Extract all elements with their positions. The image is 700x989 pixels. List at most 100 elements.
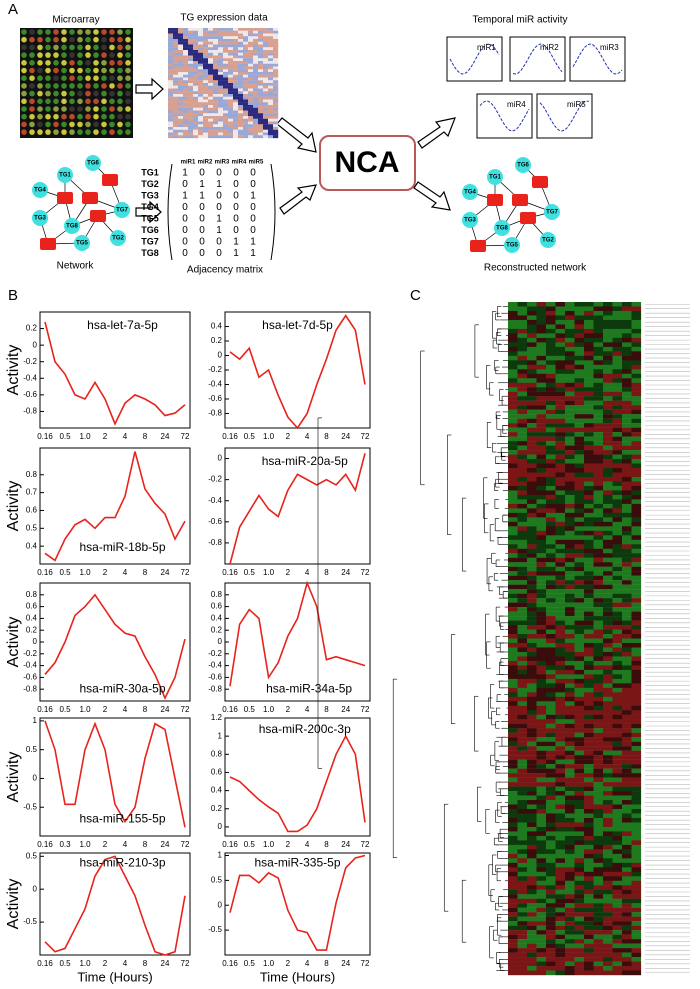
spot: [125, 99, 131, 105]
c-heat-cell: [575, 697, 585, 702]
c-heat-cell: [613, 504, 623, 509]
spot: [29, 83, 35, 89]
c-heat-cell: [565, 432, 575, 437]
c-heat-cell: [594, 697, 604, 702]
c-heat-cell: [537, 612, 547, 617]
c-heat-cell: [508, 957, 518, 962]
heat-cell: [178, 58, 183, 61]
spot: [29, 106, 35, 112]
heat-cell: [238, 119, 243, 122]
heat-cell: [273, 113, 278, 116]
heat-cell: [218, 69, 223, 72]
heat-cell: [198, 34, 203, 37]
c-heat-cell: [622, 818, 632, 823]
c-heat-cell: [546, 769, 556, 774]
c-heat-cell: [546, 365, 556, 370]
heat-cell: [258, 47, 263, 50]
c-heat-cell: [575, 715, 585, 720]
c-heat-cell: [508, 517, 518, 522]
c-heat-cell: [575, 639, 585, 644]
heat-cell: [218, 122, 223, 125]
c-heat-cell: [518, 647, 528, 652]
c-heat-cell: [632, 387, 642, 392]
heat-cell: [238, 130, 243, 133]
spot: [93, 114, 99, 120]
x-tick-label: 1.0: [79, 840, 91, 849]
c-heat-cell: [556, 342, 566, 347]
c-heat-cell: [527, 365, 537, 370]
x-tick-label: 1.0: [79, 959, 91, 968]
heat-cell: [238, 42, 243, 45]
c-heat-cell: [613, 679, 623, 684]
heat-cell: [193, 100, 198, 103]
heat-cell: [193, 69, 198, 72]
heat-cell: [233, 133, 238, 136]
c-heat-cell: [565, 360, 575, 365]
c-heat-cell: [622, 486, 632, 491]
c-heat-cell: [508, 486, 518, 491]
c-heat-cell: [603, 369, 613, 374]
c-heat-cell: [632, 499, 642, 504]
heat-cell: [178, 94, 183, 97]
c-heat-cell: [622, 616, 632, 621]
c-heat-cell: [603, 971, 613, 976]
heat-cell: [228, 67, 233, 70]
heat-cell: [248, 78, 253, 81]
heat-cell: [208, 50, 213, 53]
heat-cell: [213, 133, 218, 136]
c-heat-cell: [537, 320, 547, 325]
heat-cell: [228, 113, 233, 116]
c-heat-cell: [518, 733, 528, 738]
c-heat-cell: [622, 858, 632, 863]
heat-cell: [238, 116, 243, 119]
c-heat-cell: [622, 567, 632, 572]
chart-title: hsa-miR-30a-5p: [79, 681, 165, 695]
heat-cell: [178, 67, 183, 70]
c-heat-cell: [565, 630, 575, 635]
c-heat-cell: [546, 360, 556, 365]
c-heat-cell: [632, 787, 642, 792]
spot: [117, 122, 123, 128]
spot: [45, 68, 51, 74]
c-heat-cell: [565, 531, 575, 536]
c-heat-cell: [622, 971, 632, 976]
c-heat-cell: [537, 944, 547, 949]
c-heat-cell: [527, 383, 537, 388]
c-heat-cell: [594, 885, 604, 890]
c-heat-cell: [508, 885, 518, 890]
c-heat-cell: [575, 571, 585, 576]
heat-cell: [193, 83, 198, 86]
c-heat-cell: [632, 508, 642, 513]
c-heat-cell: [565, 387, 575, 392]
matrix-cell: 1: [182, 168, 188, 179]
c-heat-cell: [556, 899, 566, 904]
c-heat-cell: [584, 437, 594, 442]
spot: [85, 99, 91, 105]
c-heat-cell: [622, 553, 632, 558]
c-heat-cell: [508, 455, 518, 460]
c-heat-cell: [556, 630, 566, 635]
c-heat-cell: [632, 324, 642, 329]
c-heat-cell: [565, 490, 575, 495]
x-tick-label: 24: [161, 959, 170, 968]
c-heat-cell: [518, 405, 528, 410]
c-heat-cell: [527, 477, 537, 482]
c-heat-cell: [632, 526, 642, 531]
heat-cell: [203, 124, 208, 127]
c-heat-cell: [613, 715, 623, 720]
mini-label: miR1: [477, 43, 496, 52]
c-heat-cell: [565, 926, 575, 931]
matrix-cell: 0: [182, 248, 188, 259]
c-heat-cell: [508, 840, 518, 845]
heat-cell: [198, 75, 203, 78]
c-heat-cell: [603, 544, 613, 549]
c-heat-cell: [594, 921, 604, 926]
c-heat-cell: [613, 840, 623, 845]
c-heat-cell: [594, 813, 604, 818]
c-heat-cell: [527, 585, 537, 590]
c-heat-cell: [537, 733, 547, 738]
heat-cell: [173, 86, 178, 89]
c-heat-cell: [565, 715, 575, 720]
heat-cell: [243, 28, 248, 31]
heat-cell: [263, 135, 268, 138]
